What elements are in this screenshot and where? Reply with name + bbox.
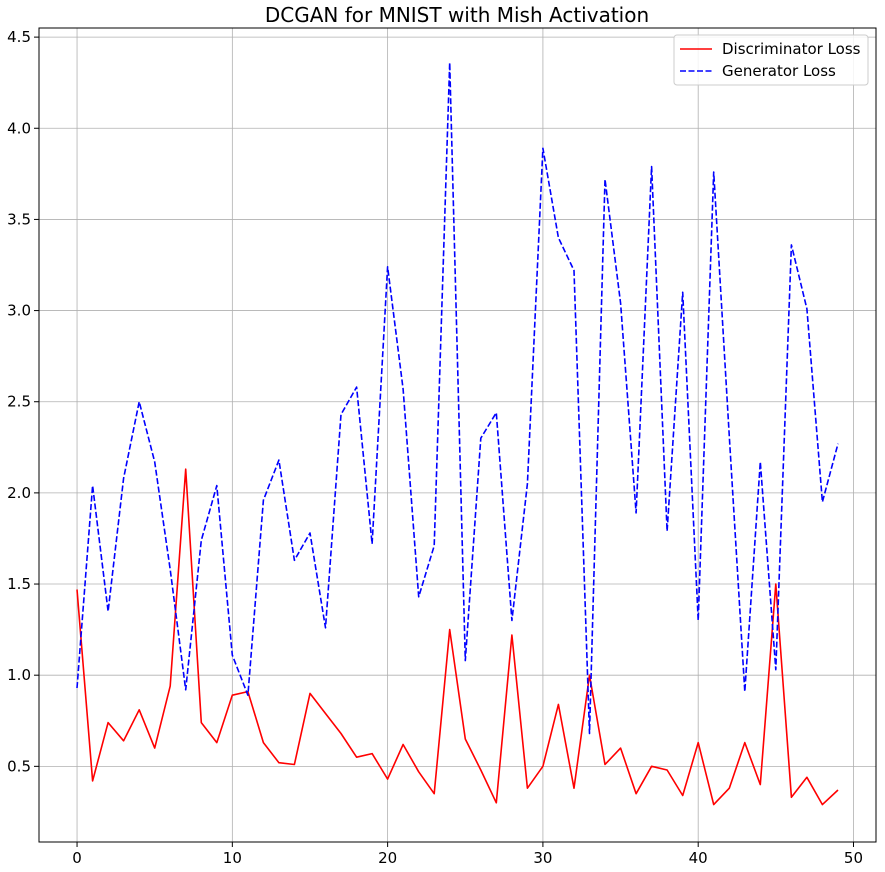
series-layer [76, 61, 839, 806]
ticks: 0 10 20 30 40 50 0.5 1.0 1.5 2.0 2.5 3.0 3.5 4.0 4.5 [7, 28, 863, 867]
legend-label: Generator Loss [722, 62, 836, 80]
y-tick-label: 4.0 [7, 119, 31, 137]
y-tick-label: 3.0 [7, 302, 31, 320]
plot-frame [38, 27, 877, 843]
y-tick-label: 2.0 [7, 484, 31, 502]
y-tick-label: 4.5 [7, 28, 31, 46]
y-tick-label: 3.5 [7, 210, 31, 228]
x-tick-label: 30 [533, 849, 552, 867]
y-tick-label: 2.5 [7, 393, 31, 411]
legend: Discriminator Loss Generator Loss [673, 34, 869, 86]
y-tick-label: 0.5 [7, 757, 31, 775]
legend-box [673, 34, 869, 86]
x-tick-label: 10 [223, 849, 242, 867]
y-tick-label: 1.5 [7, 575, 31, 593]
discriminator-loss-line [76, 468, 839, 806]
legend-label: Discriminator Loss [722, 40, 861, 58]
x-tick-label: 40 [689, 849, 708, 867]
chart-title: DCGAN for MNIST with Mish Activation [265, 3, 649, 27]
x-tick-label: 20 [378, 849, 397, 867]
y-tick-label: 1.0 [7, 666, 31, 684]
x-tick-label: 0 [72, 849, 82, 867]
x-tick-label: 50 [844, 849, 863, 867]
grid [39, 28, 876, 842]
